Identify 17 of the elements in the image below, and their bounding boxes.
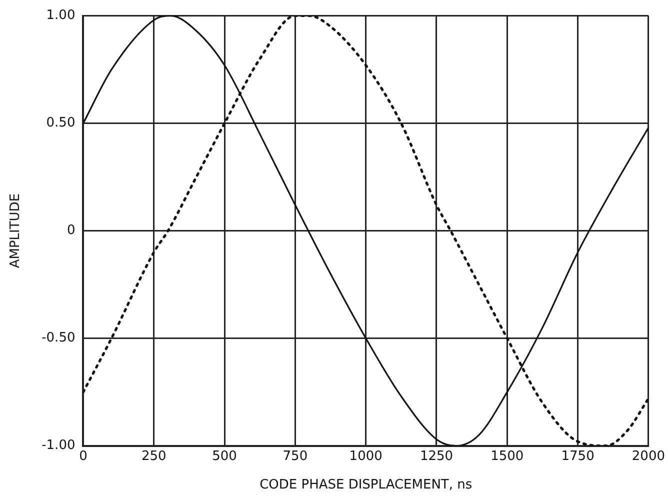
x-tick-label: 2000 [632,448,666,464]
y-tick-label: 1.00 [46,8,76,24]
y-tick-label: -1.00 [42,438,76,454]
y-tick-label: 0.50 [46,116,76,131]
x-tick-label: 1750 [561,448,594,464]
y-axis-title: AMPLITUDE [8,193,24,268]
x-tick-label: 750 [282,448,308,464]
x-tick-label: 250 [141,448,166,464]
x-axis-title: CODE PHASE DISPLACEMENT, ns [260,478,472,493]
x-tick-label: 1000 [349,448,382,464]
y-tick-label: -0.50 [42,330,76,346]
x-tick-label: 0 [79,448,88,464]
y-tick-label: 0 [66,223,76,238]
x-tick-label: 1250 [420,448,454,464]
x-tick-label: 500 [212,448,237,464]
line-series [83,16,648,446]
x-tick-label: 1500 [490,448,524,464]
